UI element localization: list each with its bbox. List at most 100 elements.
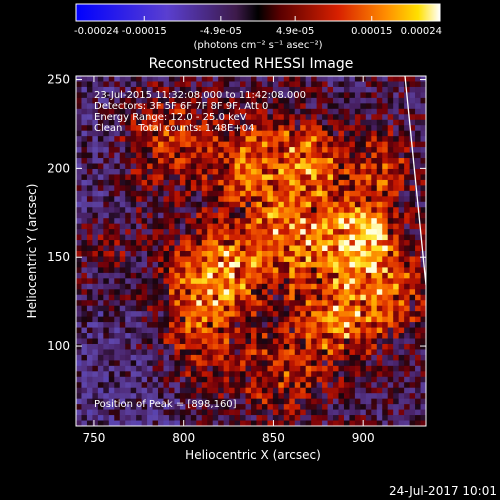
- heatmap-cell: [278, 196, 285, 203]
- heatmap-cell: [251, 256, 257, 263]
- heatmap-cell: [376, 327, 383, 334]
- heatmap-cell: [119, 119, 126, 126]
- heatmap-cell: [130, 251, 137, 257]
- heatmap-cell: [371, 261, 378, 268]
- heatmap-cell: [168, 415, 175, 421]
- heatmap-cell: [240, 365, 246, 372]
- heatmap-cell: [108, 168, 115, 175]
- heatmap-cell: [289, 376, 296, 383]
- heatmap-cell: [409, 119, 416, 126]
- heatmap-cell: [234, 147, 241, 153]
- heatmap-cell: [256, 267, 263, 274]
- heatmap-cell: [365, 152, 372, 159]
- heatmap-cell: [141, 81, 148, 88]
- heatmap-cell: [343, 223, 350, 230]
- heatmap-cell: [163, 240, 170, 246]
- heatmap-cell: [141, 343, 148, 350]
- heatmap-cell: [114, 404, 121, 410]
- heatmap-cell: [125, 316, 132, 323]
- heatmap-cell: [103, 311, 110, 318]
- heatmap-cell: [201, 152, 208, 159]
- heatmap-cell: [174, 92, 181, 99]
- heatmap-cell: [300, 76, 307, 82]
- heatmap-cell: [294, 158, 301, 164]
- heatmap-cell: [338, 174, 345, 181]
- heatmap-cell: [212, 349, 219, 356]
- heatmap-cell: [278, 256, 285, 263]
- heatmap-cell: [76, 229, 82, 235]
- heatmap-cell: [365, 223, 372, 230]
- heatmap-cell: [338, 300, 345, 307]
- heatmap-cell: [130, 300, 137, 307]
- heatmap-cell: [354, 398, 361, 405]
- heatmap-cell: [234, 278, 241, 285]
- heatmap-cell: [108, 261, 115, 268]
- heatmap-cell: [289, 261, 296, 268]
- heatmap-cell: [97, 278, 104, 285]
- heatmap-cell: [343, 174, 350, 181]
- heatmap-cell: [76, 196, 82, 203]
- heatmap-cell: [322, 420, 328, 426]
- heatmap-cell: [207, 300, 214, 307]
- heatmap-cell: [393, 327, 400, 334]
- heatmap-cell: [251, 201, 257, 208]
- heatmap-cell: [81, 174, 88, 181]
- heatmap-cell: [190, 289, 197, 296]
- heatmap-cell: [376, 86, 383, 93]
- heatmap-cell: [333, 354, 339, 361]
- heatmap-cell: [103, 97, 110, 104]
- heatmap-cell: [409, 267, 416, 274]
- heatmap-cell: [147, 338, 153, 345]
- heatmap-cell: [316, 327, 323, 334]
- heatmap-cell: [234, 387, 241, 394]
- heatmap-cell: [272, 316, 279, 323]
- heatmap-cell: [333, 420, 339, 426]
- heatmap-cell: [245, 261, 252, 268]
- heatmap-cell: [387, 190, 394, 197]
- colorbar-ticks: -0.00024 -0.00015 -4.9e-05 4.9e-05 0.00015 0.…: [74, 16, 442, 37]
- heatmap-cell: [114, 114, 121, 121]
- heatmap-cell: [300, 300, 307, 307]
- heatmap-cell: [404, 229, 410, 235]
- heatmap-cell: [196, 420, 203, 426]
- heatmap-cell: [240, 201, 246, 208]
- heatmap-cell: [382, 404, 389, 410]
- heatmap-cell: [360, 234, 367, 241]
- heatmap-cell: [278, 305, 285, 312]
- heatmap-cell: [234, 174, 241, 181]
- heatmap-cell: [141, 283, 148, 290]
- heatmap-cell: [272, 103, 279, 110]
- heatmap-cell: [354, 86, 361, 93]
- heatmap-cell: [223, 349, 230, 356]
- heatmap-cell: [256, 147, 263, 153]
- heatmap-cell: [152, 365, 159, 372]
- heatmap-cell: [190, 108, 197, 115]
- heatmap-cell: [158, 92, 164, 99]
- heatmap-cell: [218, 327, 225, 334]
- heatmap-cell: [311, 300, 318, 307]
- heatmap-cell: [97, 92, 104, 99]
- heatmap-cell: [267, 382, 274, 389]
- heatmap-cell: [196, 289, 203, 296]
- heatmap-cell: [158, 212, 164, 219]
- heatmap-cell: [354, 272, 361, 279]
- heatmap-cell: [147, 185, 153, 192]
- heatmap-cell: [360, 343, 367, 350]
- heatmap-cell: [103, 261, 110, 268]
- heatmap-cell: [86, 371, 93, 378]
- heatmap-cell: [196, 294, 203, 301]
- heatmap-cell: [322, 278, 328, 285]
- heatmap-cell: [234, 338, 241, 345]
- heatmap-cell: [141, 97, 148, 104]
- heatmap-cell: [229, 86, 235, 93]
- heatmap-cell: [158, 81, 164, 88]
- heatmap-cell: [387, 283, 394, 290]
- heatmap-cell: [420, 179, 426, 186]
- heatmap-cell: [201, 267, 208, 274]
- heatmap-cell: [251, 272, 257, 279]
- heatmap-cell: [130, 125, 137, 132]
- heatmap-cell: [234, 86, 241, 93]
- heatmap-cell: [272, 76, 279, 82]
- heatmap-cell: [338, 179, 345, 186]
- heatmap-cell: [141, 415, 148, 421]
